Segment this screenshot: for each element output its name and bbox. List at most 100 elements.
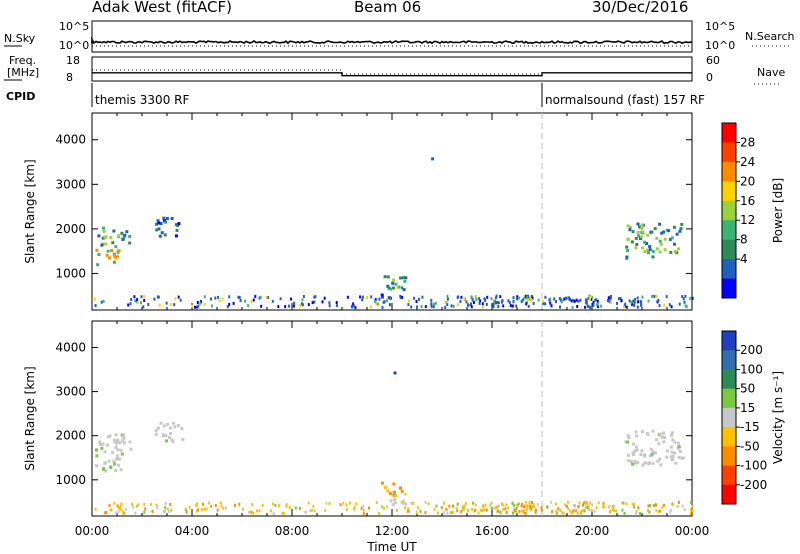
echo-cell xyxy=(173,425,177,429)
echo-cell xyxy=(625,245,629,249)
ground-scatter-cell xyxy=(122,511,125,515)
colorbar-tick-label-velocity-4: -15 xyxy=(740,420,760,434)
ground-scatter-cell xyxy=(463,297,466,301)
ground-scatter-cell xyxy=(335,304,338,308)
ground-scatter-cell xyxy=(399,294,402,298)
ground-scatter-cell xyxy=(529,298,532,302)
echo-cell xyxy=(116,454,120,458)
echo-cell xyxy=(632,442,635,446)
ground-scatter-cell xyxy=(504,507,507,511)
colorbar-segment-velocity xyxy=(722,407,736,428)
ground-scatter-cell xyxy=(549,301,552,305)
ground-scatter-cell xyxy=(588,294,591,298)
ground-scatter-cell xyxy=(639,512,641,515)
ground-scatter-cell xyxy=(258,509,261,513)
ground-scatter-cell xyxy=(437,511,439,515)
ground-scatter-cell xyxy=(144,507,147,511)
ground-scatter-cell xyxy=(247,304,250,308)
ground-scatter-cell xyxy=(376,302,379,306)
ground-scatter-cell xyxy=(481,305,484,309)
ground-scatter-cell xyxy=(586,506,589,510)
echo-cell xyxy=(170,438,174,442)
echo-cell xyxy=(104,242,108,246)
ground-scatter-cell xyxy=(130,297,133,301)
ground-scatter-cell xyxy=(484,503,487,507)
ground-scatter-cell xyxy=(408,509,411,513)
ground-scatter-cell xyxy=(584,305,587,309)
ground-scatter-cell xyxy=(499,511,502,514)
ytick-label-power-3: 4000 xyxy=(55,133,86,147)
ground-scatter-cell xyxy=(184,508,187,512)
echo-cell xyxy=(102,229,106,233)
echo-cell xyxy=(117,463,121,467)
panel-frame-power xyxy=(91,112,693,311)
ground-scatter-cell xyxy=(592,303,595,307)
echo-cell xyxy=(389,499,393,503)
echo-cell xyxy=(387,286,391,290)
echo-cell xyxy=(112,438,116,442)
ground-scatter-cell xyxy=(285,503,288,507)
echo-cell xyxy=(387,296,391,300)
echo-cell xyxy=(658,222,662,226)
ground-scatter-cell xyxy=(270,509,272,513)
echo-cell xyxy=(159,421,163,425)
ground-scatter-cell xyxy=(362,512,365,516)
echo-cell xyxy=(119,468,123,472)
colorbar-tick-label-velocity-2: 50 xyxy=(740,382,755,396)
ground-scatter-cell xyxy=(328,502,331,506)
ground-scatter-cell xyxy=(647,299,650,303)
ground-scatter-cell xyxy=(490,506,493,510)
ground-scatter-cell xyxy=(616,301,618,305)
ground-scatter-cell xyxy=(657,298,660,302)
echo-cell xyxy=(669,445,673,449)
echo-cell xyxy=(679,227,683,231)
echo-cell xyxy=(383,275,387,279)
echo-cell xyxy=(106,443,110,447)
ground-scatter-cell xyxy=(265,295,268,299)
echo-cell xyxy=(160,231,164,235)
ground-scatter-cell xyxy=(470,295,473,299)
ground-scatter-cell xyxy=(564,503,567,507)
echo-cell xyxy=(627,459,631,463)
echo-cell xyxy=(156,219,160,223)
ground-scatter-cell xyxy=(252,511,255,515)
ground-scatter-cell xyxy=(524,500,527,504)
ground-scatter-cell xyxy=(689,508,692,512)
ground-scatter-cell xyxy=(302,295,305,298)
echo-cell xyxy=(386,489,390,493)
echo-cell xyxy=(668,237,672,241)
ground-scatter-cell xyxy=(261,504,264,507)
ground-scatter-cell xyxy=(203,295,206,299)
nsky-panel-frame xyxy=(91,20,693,53)
ground-scatter-cell xyxy=(456,303,459,307)
ground-scatter-cell xyxy=(563,297,566,301)
colorbar-tick-label-velocity-0: 200 xyxy=(740,343,763,357)
echo-cell xyxy=(663,237,667,241)
ground-scatter-cell xyxy=(567,500,570,504)
echo-cell xyxy=(678,229,682,233)
echo-cell xyxy=(669,251,673,254)
ground-scatter-cell xyxy=(260,304,263,308)
echo-cell xyxy=(628,225,632,229)
ground-scatter-cell xyxy=(395,509,398,512)
ground-scatter-cell xyxy=(511,502,514,506)
echo-cell xyxy=(162,218,166,222)
ground-scatter-cell xyxy=(256,509,259,513)
echo-cell xyxy=(109,466,113,469)
ground-scatter-cell xyxy=(134,511,137,515)
ground-scatter-cell xyxy=(278,504,280,508)
ground-scatter-cell xyxy=(684,304,687,308)
echo-cell xyxy=(158,234,162,238)
ground-scatter-cell xyxy=(284,305,287,309)
ground-scatter-cell xyxy=(353,507,355,511)
ground-scatter-cell xyxy=(639,300,642,303)
ground-scatter-cell xyxy=(520,300,523,304)
ground-scatter-cell xyxy=(164,509,166,513)
panel-frame-velocity xyxy=(91,320,693,517)
ground-scatter-cell xyxy=(415,300,418,303)
echo-cell xyxy=(635,461,639,465)
ground-scatter-cell xyxy=(360,506,363,510)
colorbar-power xyxy=(721,122,740,299)
ground-scatter-cell xyxy=(339,503,342,507)
ground-scatter-cell xyxy=(195,509,198,513)
